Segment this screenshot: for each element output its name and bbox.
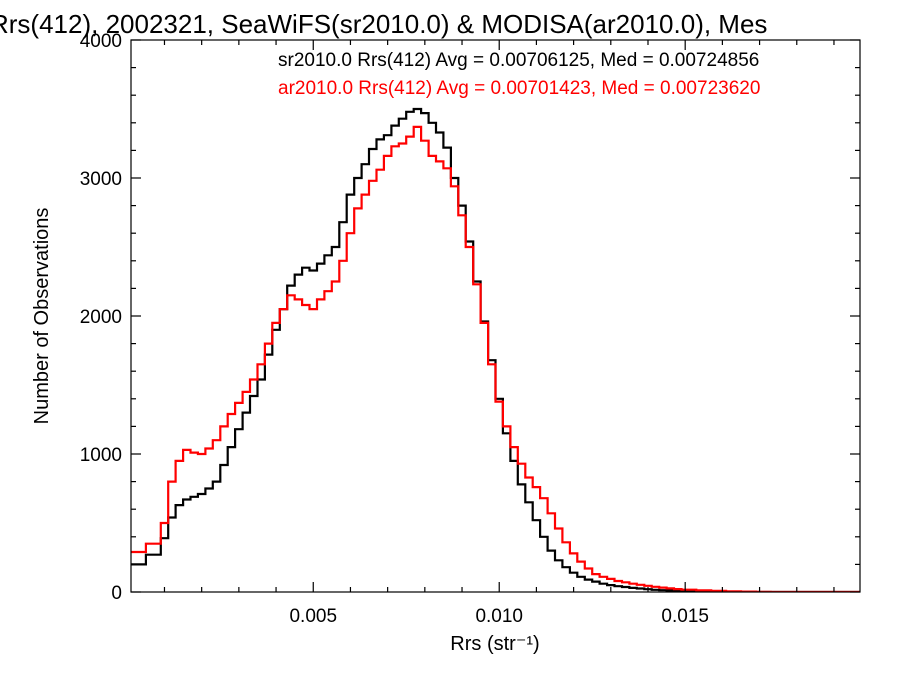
x-tick-label: 0.010 <box>475 606 523 627</box>
chart-title: Rrs(412), 2002321, SeaWiFS(sr2010.0) & M… <box>0 9 767 39</box>
legend-entry-sr2010: sr2010.0 Rrs(412) Avg = 0.00706125, Med … <box>278 50 759 71</box>
series-line-1 <box>131 125 860 592</box>
series-line-0 <box>131 107 860 592</box>
x-tick-label: 0.005 <box>289 606 337 627</box>
legend-entry-ar2010: ar2010.0 Rrs(412) Avg = 0.00701423, Med … <box>278 78 760 99</box>
y-axis-label: Number of Observations <box>31 208 53 425</box>
y-tick-label: 3000 <box>80 169 122 190</box>
plot-area-frame <box>130 39 861 593</box>
y-tick-label: 1000 <box>80 445 122 466</box>
y-tick-label: 4000 <box>80 31 122 52</box>
y-tick-label: 0 <box>111 583 122 604</box>
y-tick-label: 2000 <box>80 307 122 328</box>
x-tick-label: 0.015 <box>661 606 709 627</box>
x-axis-label: Rrs (str⁻¹) <box>450 633 539 655</box>
